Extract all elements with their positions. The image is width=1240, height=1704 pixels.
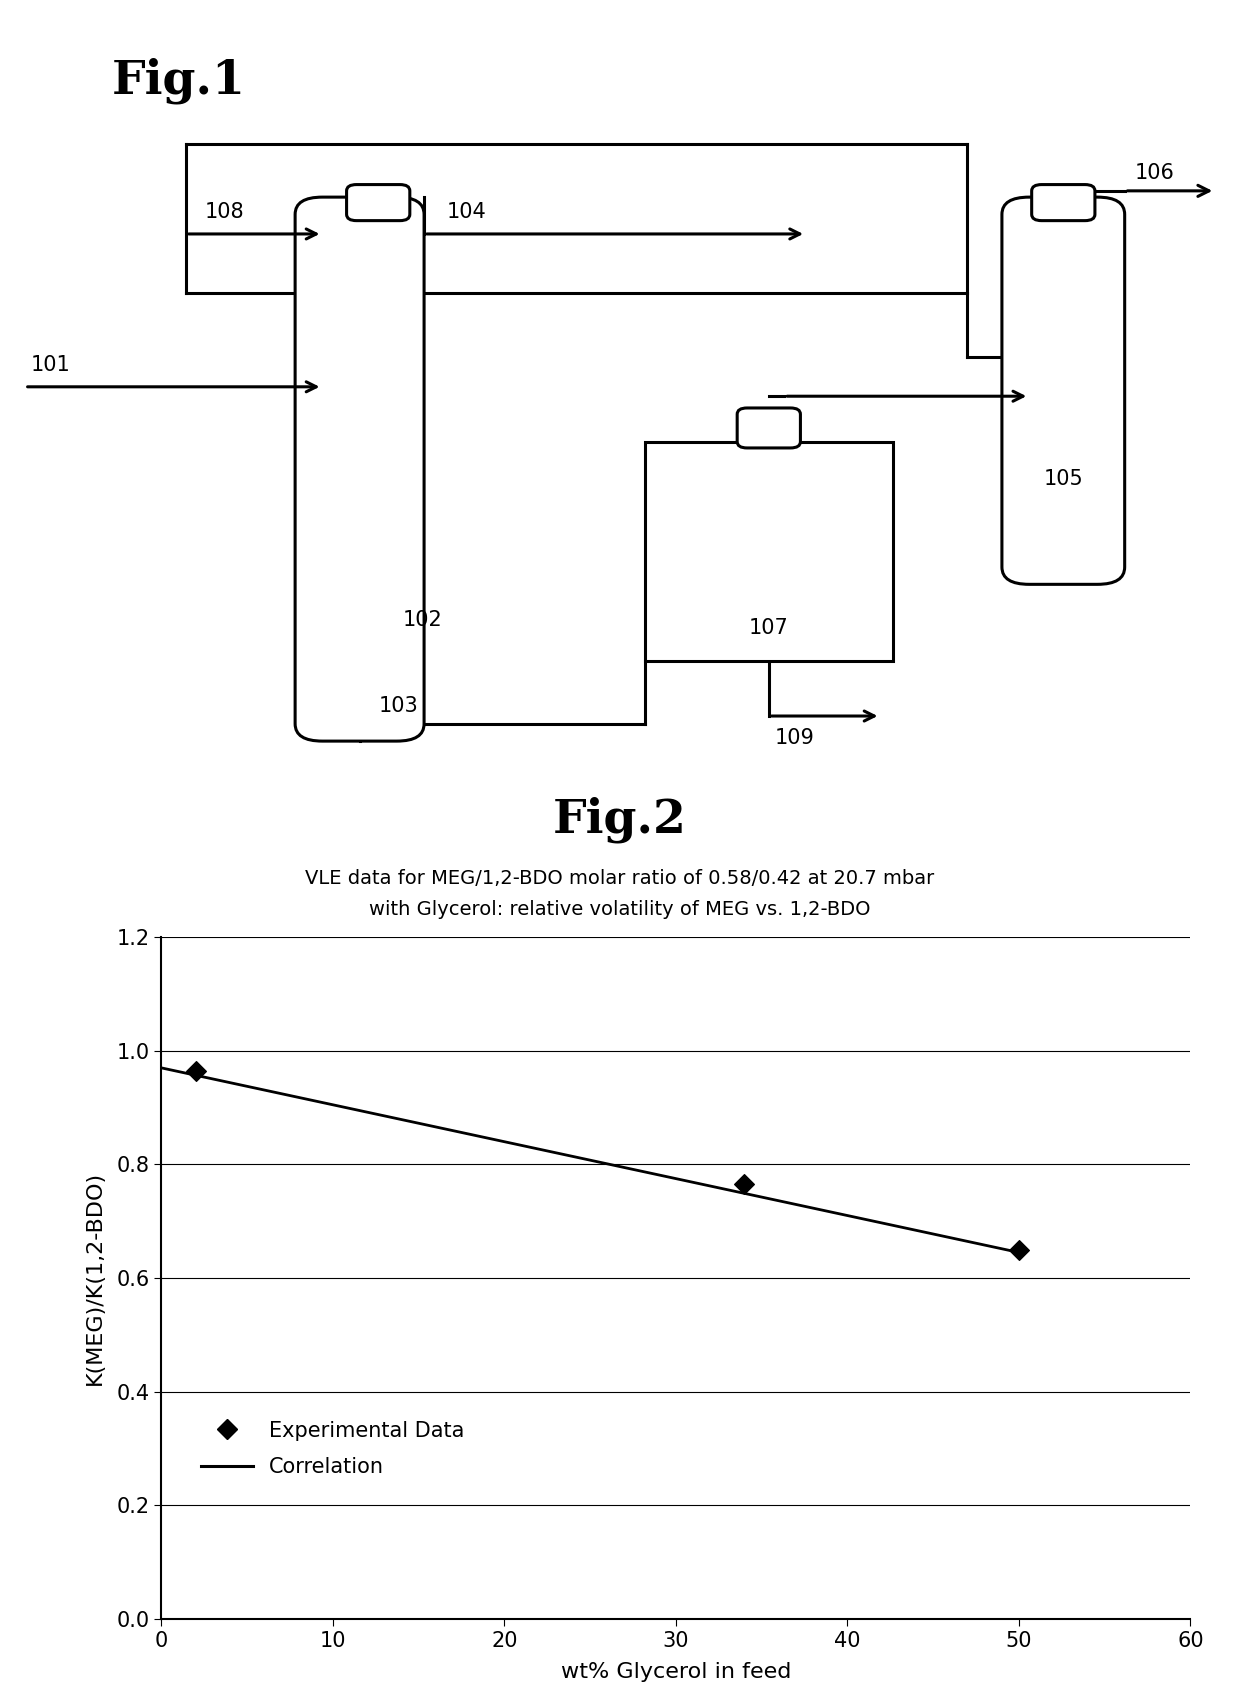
Text: 103: 103 (378, 695, 418, 716)
Text: 101: 101 (31, 354, 71, 375)
Legend: Experimental Data, Correlation: Experimental Data, Correlation (192, 1413, 472, 1486)
Text: 105: 105 (1043, 469, 1084, 489)
Text: 107: 107 (749, 617, 789, 637)
Text: 106: 106 (1135, 164, 1174, 182)
Text: 102: 102 (403, 610, 443, 630)
Text: VLE data for MEG/1,2-BDO molar ratio of 0.58/0.42 at 20.7 mbar: VLE data for MEG/1,2-BDO molar ratio of … (305, 869, 935, 888)
FancyBboxPatch shape (1032, 184, 1095, 220)
Bar (645, 441, 893, 661)
Text: with Glycerol: relative volatility of MEG vs. 1,2-BDO: with Glycerol: relative volatility of ME… (370, 900, 870, 918)
Text: Fig.2: Fig.2 (553, 797, 687, 843)
Text: 104: 104 (446, 203, 486, 222)
Text: 109: 109 (775, 728, 815, 748)
Y-axis label: K(MEG)/K(1,2-BDO): K(MEG)/K(1,2-BDO) (86, 1171, 105, 1385)
Text: Fig.1: Fig.1 (112, 58, 246, 104)
Point (1009, 1235, 1029, 1263)
FancyBboxPatch shape (737, 407, 801, 448)
FancyBboxPatch shape (295, 198, 424, 741)
FancyBboxPatch shape (1002, 198, 1125, 584)
Point (186, 1056, 206, 1084)
Text: 108: 108 (205, 203, 244, 222)
Point (734, 1171, 754, 1198)
FancyBboxPatch shape (346, 184, 409, 220)
X-axis label: wt% Glycerol in feed: wt% Glycerol in feed (560, 1661, 791, 1682)
